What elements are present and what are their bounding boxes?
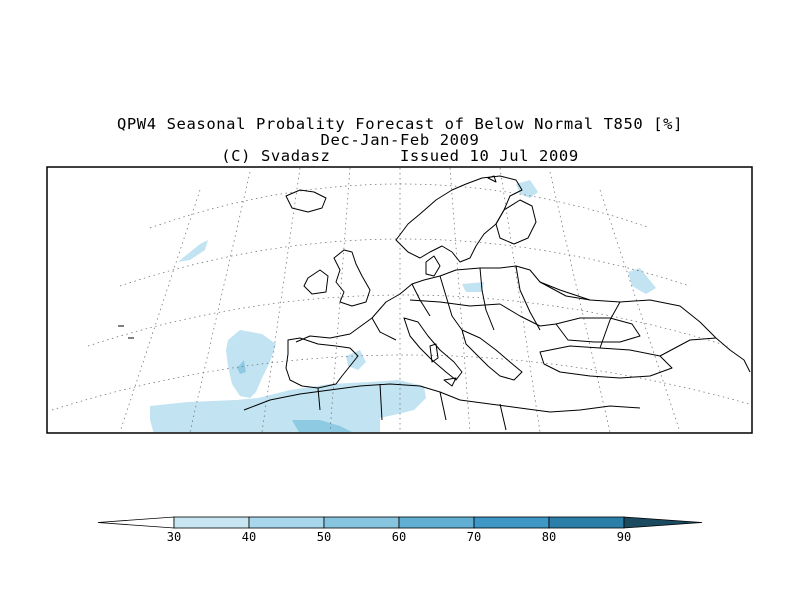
map-title: QPW4 Seasonal Probality Forecast of Belo… [0,116,800,164]
denmark [425,255,441,277]
border [439,391,447,421]
sicily [443,377,457,387]
border [411,283,431,317]
title-line-3: (C) Svadasz Issued 10 Jul 2009 [221,147,579,165]
colorbar-bin [248,516,325,529]
colorbar-low-end [97,516,175,529]
colorbar-tick-label: 90 [617,530,631,544]
colorbar-bin [323,516,400,529]
finland [495,199,537,245]
shade-north-africa [150,380,426,432]
title-line-2: Dec-Jan-Feb 2009 [320,131,480,149]
border [317,387,321,411]
shade-iberia-core [237,360,246,374]
black-sea [555,317,641,343]
border [371,317,397,341]
border [409,299,501,307]
border [379,383,383,421]
balkans [461,329,523,381]
colorbar-tick-label: 60 [392,530,406,544]
colorbar-tick-label: 70 [467,530,481,544]
probability-shading [150,180,656,432]
iberia [285,337,359,389]
shade-west-atlantic [178,240,208,262]
shade-central-europe [462,282,484,292]
shade-iberia-west [226,330,276,398]
parallel-line [87,294,729,347]
meridian-line [449,168,471,432]
ireland [303,269,329,295]
colorbar-tick-label: 50 [317,530,331,544]
colorbar-high-end [623,516,703,529]
shade-scandinavia [516,180,538,198]
border [539,281,591,301]
coastlines [118,175,751,431]
colorbar-tick-label: 40 [242,530,256,544]
europe-mainland [295,265,751,373]
parallel-line [51,354,751,411]
colorbar-tick-label: 30 [167,530,181,544]
colorbar-tick-label: 80 [542,530,556,544]
meridian-line [329,168,351,432]
border [599,301,621,349]
shade-africa-core [292,420,352,432]
turkey [539,345,673,379]
colorbar-bin [548,516,625,529]
border [515,265,541,331]
border [499,403,507,431]
colorbar-bin [473,516,550,529]
title-line-1: QPW4 Seasonal Probality Forecast of Belo… [116,115,684,133]
island [487,175,497,183]
border [439,275,463,331]
sardinia [429,343,439,363]
colorbar-bin [398,516,475,529]
parallel-line [119,238,691,287]
iceland [285,189,327,213]
great-britain [333,249,371,307]
lat-lon-grid [51,168,751,432]
italy [403,317,463,381]
border [499,303,557,327]
border [479,267,495,331]
colorbar: 30 40 50 60 70 80 90 [97,516,703,544]
shade-russia [628,268,656,294]
colorbar-bin [173,516,250,529]
border [659,337,717,357]
